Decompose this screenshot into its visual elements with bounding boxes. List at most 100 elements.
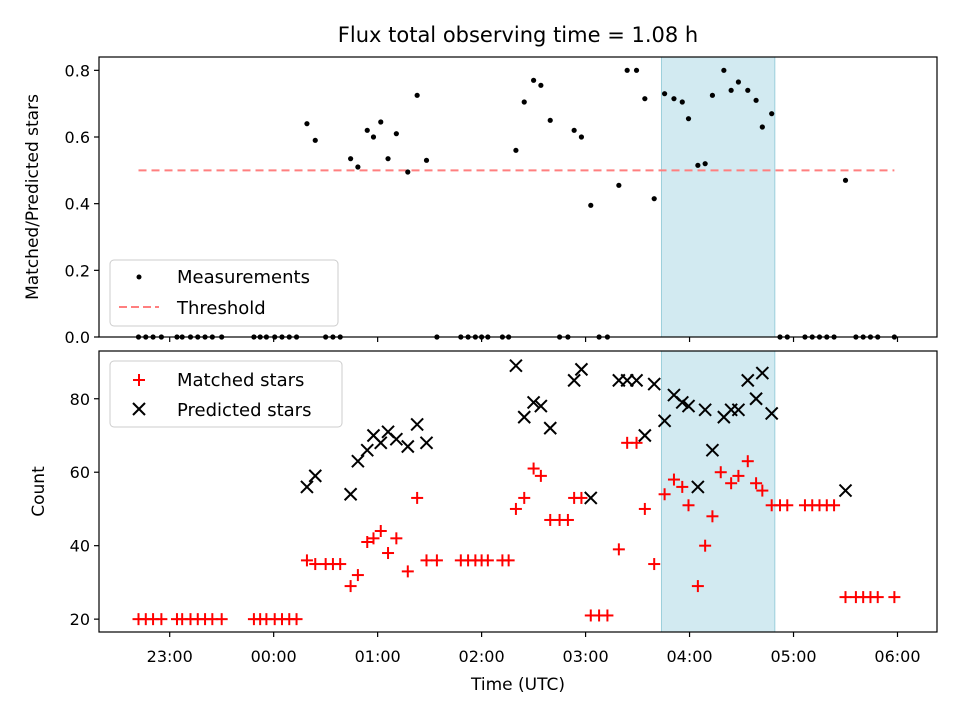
- measurement-point: [521, 99, 527, 105]
- measurement-point: [378, 119, 384, 125]
- x-axis-label: Time (UTC): [470, 675, 565, 695]
- bottom-legend-box: [109, 360, 343, 428]
- top-y-ticks: 0.0 0.2 0.4 0.6 0.8: [65, 61, 99, 347]
- measurement-point: [679, 99, 685, 105]
- matched-star-point: [699, 539, 712, 552]
- measurement-point: [530, 77, 537, 83]
- matched-star-point: [509, 502, 522, 515]
- matched-star-point: [382, 547, 395, 560]
- top-y-tick-label: 0.2: [65, 261, 90, 280]
- matched-star-point: [411, 491, 424, 504]
- matched-star-point: [781, 499, 794, 512]
- matched-star-point: [300, 554, 313, 567]
- predicted-star-point: [755, 366, 770, 380]
- matched-star-point: [420, 554, 433, 567]
- measurement-point: [685, 116, 692, 122]
- measurement-point: [393, 131, 399, 137]
- x-tick-label: 23:00: [147, 647, 193, 666]
- predicted-star-point: [681, 399, 696, 413]
- measurement-point: [588, 202, 594, 208]
- x-tick-label: 02:00: [459, 647, 505, 666]
- measurement-point: [348, 156, 354, 162]
- matched-star-point: [750, 477, 763, 490]
- measurement-point: [745, 87, 751, 93]
- predicted-star-point: [389, 432, 404, 446]
- predicted-star-point: [584, 491, 598, 505]
- measurement-points: [135, 67, 897, 340]
- measurement-point: [642, 96, 648, 102]
- matched-star-point: [888, 591, 901, 604]
- predicted-star-point: [675, 395, 689, 410]
- matched-star-point: [658, 488, 671, 501]
- predicted-star-point: [638, 428, 652, 443]
- measurement-point: [538, 82, 544, 88]
- measurement-point: [414, 92, 420, 98]
- matched-star-point: [518, 491, 531, 504]
- matched-star-point: [309, 558, 322, 571]
- matched-star-point: [638, 502, 651, 515]
- matched-star-point: [676, 480, 689, 493]
- measurement-point: [695, 162, 701, 168]
- measurement-point: [661, 91, 668, 97]
- x-tick-label: 04:00: [666, 647, 712, 666]
- predicted-star-point: [574, 362, 589, 377]
- predicted-star-point: [374, 436, 388, 450]
- predicted-star-point: [543, 421, 557, 435]
- matched-star-point: [351, 569, 364, 582]
- top-x-ticks: [169, 337, 899, 342]
- matched-star-point: [630, 436, 643, 449]
- bottom-y-tick-label: 60: [70, 463, 90, 482]
- predicted-star-point: [731, 403, 746, 417]
- x-tick-label: 01:00: [355, 647, 401, 666]
- measurement-point: [651, 196, 657, 202]
- measurement-point: [355, 164, 361, 170]
- measurement-point: [312, 137, 318, 143]
- measurement-point: [769, 111, 775, 117]
- bottom-axes-frame: [98, 350, 938, 633]
- measurement-point: [370, 134, 377, 140]
- predicted-star-point: [509, 358, 523, 373]
- matched-star-point: [839, 591, 852, 604]
- bottom-panel: 20 40 60 80 23:00 00:00 01:00 02:00 03:00 04:00 0…: [29, 350, 938, 695]
- measurement-point: [735, 79, 742, 85]
- matched-star-point: [601, 609, 614, 622]
- measurement-point: [671, 96, 677, 102]
- bottom-legend: Matched stars Predicted stars: [109, 360, 343, 428]
- matched-star-point: [756, 484, 769, 497]
- matched-star-point: [390, 532, 403, 545]
- predicted-star-point: [698, 403, 712, 417]
- bottom-y-tick-label: 80: [70, 390, 90, 409]
- top-panel: 0.00.20.40.60.8 Matched/Predicted stars …: [23, 56, 938, 347]
- measurement-point: [721, 67, 727, 73]
- matched-star-point: [682, 499, 695, 512]
- top-legend-box: [109, 259, 339, 327]
- predicted-star-point: [657, 414, 672, 428]
- top-axes-frame: [98, 56, 938, 338]
- measurement-point: [709, 92, 716, 98]
- predicted-star-point: [308, 469, 322, 483]
- measurement-point: [728, 87, 734, 93]
- predicted-star-point: [351, 454, 365, 468]
- matched-star-point: [741, 455, 754, 468]
- predicted-star-point: [749, 392, 763, 406]
- matched-star-point: [215, 613, 228, 626]
- chart-title: Flux total observing time = 1.08 h: [338, 23, 698, 47]
- top-y-tick-label: 0.8: [65, 61, 90, 80]
- legend-measurements-label: Measurements: [177, 267, 310, 288]
- bottom-y-axis-label: Count: [29, 466, 49, 517]
- predicted-star-point: [401, 439, 415, 454]
- predicted-star-point: [691, 480, 705, 494]
- matched-star-point: [732, 469, 745, 482]
- x-tick-label: 00:00: [251, 647, 297, 666]
- predicted-star-point: [567, 373, 581, 388]
- matched-star-point: [481, 554, 494, 567]
- measurement-point: [385, 156, 391, 162]
- measurement-point: [405, 169, 411, 175]
- legend-predicted-label: Predicted stars: [177, 400, 311, 421]
- matched-star-point: [871, 591, 884, 604]
- bottom-y-tick-label: 20: [70, 610, 90, 629]
- predicted-star-point: [410, 417, 424, 432]
- predicted-star-point: [300, 480, 314, 494]
- matched-star-point: [667, 473, 680, 486]
- matched-star-point: [648, 558, 661, 571]
